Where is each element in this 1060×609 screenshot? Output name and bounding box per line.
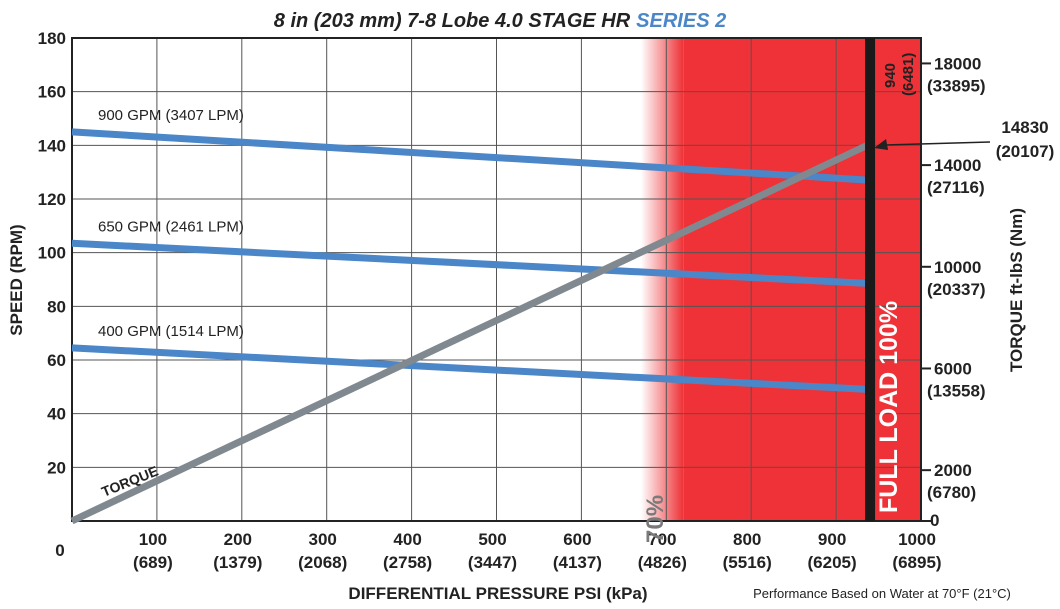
y-tick-label: 20 — [47, 458, 66, 477]
x-tick-sublabel: (1379) — [213, 553, 262, 572]
x-tick-label: 400 — [393, 530, 421, 549]
series-label: 400 GPM (1514 LPM) — [98, 323, 244, 340]
x-tick-sublabel: (4137) — [553, 553, 602, 572]
y2-tick-label: 14000 — [934, 156, 981, 175]
y2-tick-label: 2000 — [934, 461, 972, 480]
x-tick-sublabel: (3447) — [468, 553, 517, 572]
y2-tick-label: 6000 — [934, 359, 972, 378]
x-tick-sublabel: (689) — [133, 553, 173, 572]
x-tick-label: 500 — [478, 530, 506, 549]
y2-tick-label: 10000 — [934, 258, 981, 277]
y-tick-label: 80 — [47, 297, 66, 316]
x-tick-label: 100 — [139, 530, 167, 549]
y-tick-label: 180 — [38, 29, 66, 48]
chart-title-main: 8 in (203 mm) 7-8 Lobe 4.0 STAGE HR — [274, 10, 631, 32]
y-axis-title: SPEED (RPM) — [7, 224, 26, 335]
y2-axis-ticks: 0 2000 (6780) 6000 (13558) 10000 (20337) 14000 (… — [921, 54, 986, 530]
x-tick-label: 200 — [224, 530, 252, 549]
y2-tick-sublabel: (27116) — [927, 178, 985, 197]
y2-tick-sublabel: (6780) — [927, 483, 976, 502]
y-tick-label: 120 — [38, 190, 66, 209]
series-label: 900 GPM (3407 LPM) — [98, 107, 244, 124]
plot-frame — [71, 37, 922, 522]
x-axis-title: DIFFERENTIAL PRESSURE PSI (kPa) — [348, 584, 647, 603]
max-torque-arrow — [884, 141, 991, 146]
x-tick-sublabel: (2068) — [298, 553, 347, 572]
max-torque-value-nm: (20107) — [996, 142, 1055, 161]
x-tick-label: 1000 — [898, 530, 936, 549]
y2-tick-sublabel: (13558) — [927, 381, 986, 400]
speed-line — [71, 128, 871, 184]
x-tick-label: 0 — [55, 541, 64, 560]
full-load-value-kpa: (6481) — [900, 53, 917, 96]
x-tick-sublabel: (5516) — [723, 553, 772, 572]
max-torque-arrowhead — [874, 139, 889, 151]
x-tick-sublabel: (6895) — [892, 553, 941, 572]
y2-tick-label: 0 — [930, 511, 939, 530]
y-tick-label: 100 — [38, 244, 66, 263]
x-tick-label: 600 — [563, 530, 591, 549]
chart-title-series: SERIES 2 — [636, 10, 726, 32]
full-load-bar — [865, 38, 876, 521]
x-tick-sublabel: (2758) — [383, 553, 432, 572]
x-tick-sublabel: (4826) — [638, 553, 687, 572]
full-load-value: 940 — [882, 63, 899, 88]
y2-tick-sublabel: (20337) — [927, 280, 986, 299]
x-axis-ticks: 0 100 (689) 200 (1379) 300 (2068) 400 (2758) 500 (… — [55, 530, 941, 572]
y-tick-label: 140 — [38, 136, 66, 155]
y-tick-label: 40 — [47, 405, 66, 424]
full-load-label: FULL LOAD 100% — [875, 301, 903, 513]
speed-line — [71, 344, 871, 394]
seventy-percent-label: 70% — [642, 495, 669, 543]
series-lines: 900 GPM (3407 LPM) 650 GPM (2461 LPM) 400 … — [70, 107, 872, 525]
speed-line — [71, 239, 871, 288]
y-tick-label: 160 — [38, 83, 66, 102]
y-tick-label: 60 — [47, 351, 66, 370]
x-tick-label: 900 — [818, 530, 846, 549]
footnote: Performance Based on Water at 70°F (21°C… — [753, 586, 1011, 601]
x-tick-label: 800 — [733, 530, 761, 549]
x-tick-label: 300 — [309, 530, 337, 549]
x-tick-label: 700 — [648, 530, 676, 549]
y2-tick-sublabel: (33895) — [927, 76, 986, 95]
series-label: 650 GPM (2461 LPM) — [98, 218, 244, 235]
y2-axis-title: TORQUE ft-lbS (Nm) — [1007, 208, 1026, 372]
y-axis-ticks: 20 40 60 80 100 120 140 160 180 — [38, 29, 66, 477]
x-tick-sublabel: (6205) — [808, 553, 857, 572]
y2-tick-label: 18000 — [934, 54, 981, 73]
seventy-percent-gradient-zone — [640, 38, 684, 521]
chart-title: 8 in (203 mm) 7-8 Lobe 4.0 STAGE HR SERIE… — [274, 10, 726, 32]
torque-line — [70, 140, 872, 525]
max-torque-value: 14830 — [1001, 118, 1048, 137]
